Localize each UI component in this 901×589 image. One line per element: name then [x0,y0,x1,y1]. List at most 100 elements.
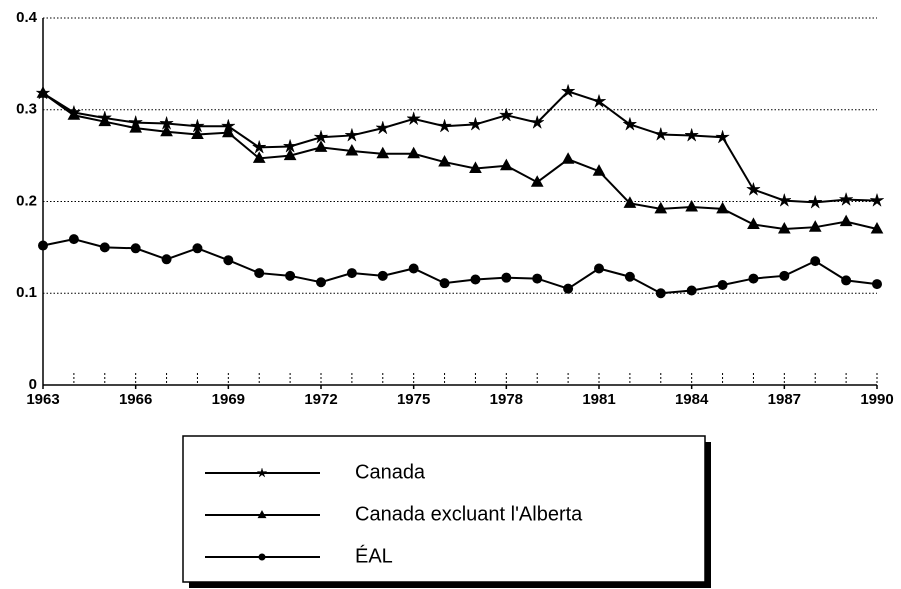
legend-label: ÉAL [355,544,393,567]
y-tick-label: 0.2 [16,192,37,209]
marker [160,124,173,137]
marker [254,268,265,279]
marker [283,148,297,161]
marker [67,108,81,120]
marker [808,220,822,232]
marker [377,270,388,281]
marker [529,114,545,130]
marker [747,217,760,229]
marker [686,285,697,296]
marker [653,126,669,141]
x-tick-label: 1972 [304,391,337,408]
marker [717,279,728,290]
marker [684,127,700,142]
marker [129,121,143,133]
marker [748,273,759,284]
marker [376,146,390,159]
marker [841,275,852,286]
legend-label: Canada [355,461,426,483]
series-line [42,90,878,204]
marker [870,221,884,234]
legend-marker [258,553,266,561]
marker [437,118,453,133]
marker [407,146,421,159]
series-line [42,92,878,231]
marker [439,278,450,289]
marker [501,272,512,283]
marker [252,151,266,163]
marker [655,288,666,299]
marker [191,127,204,140]
marker [592,164,606,176]
marker [221,125,235,138]
marker [560,83,576,98]
marker [869,192,885,207]
marker [192,243,203,254]
marker [561,152,575,164]
marker [408,263,419,274]
marker [745,181,761,196]
marker [316,277,326,288]
legend-marker [256,467,268,478]
y-tick-label: 0.4 [16,9,38,26]
marker [130,243,141,254]
marker [438,155,451,167]
marker [563,283,574,294]
marker [38,240,48,251]
marker [345,143,359,156]
marker [624,271,635,282]
x-tick-label: 1981 [582,391,615,408]
marker [715,129,731,144]
marker [469,161,482,173]
marker [285,270,296,281]
x-tick-label: 1984 [675,391,709,408]
marker [623,196,637,208]
marker [470,274,481,285]
marker [375,120,391,135]
marker [654,201,668,214]
series-line [42,238,878,295]
marker [872,279,882,290]
x-tick-label: 1990 [860,391,893,408]
legend-marker [257,510,267,519]
x-tick-label: 1978 [490,391,523,408]
x-tick-label: 1966 [119,391,152,408]
marker [594,263,604,274]
marker [530,175,544,187]
marker [839,214,853,227]
marker [807,194,823,209]
marker [838,191,854,206]
marker [99,242,110,253]
x-tick-label: 1975 [397,391,430,408]
marker [223,255,234,266]
marker [36,86,50,98]
marker [251,139,267,154]
marker [776,192,792,207]
marker [810,256,821,267]
marker [314,140,328,152]
marker [685,199,699,212]
marker [406,111,422,126]
x-tick-label: 1987 [768,391,801,408]
marker [161,254,172,265]
y-tick-label: 0.1 [16,284,37,301]
marker [532,273,543,284]
legend-label: Canada excluant l'Alberta [355,503,583,525]
y-tick-label: 0.3 [16,101,37,118]
x-tick-label: 1963 [26,391,59,408]
y-tick-label: 0 [29,376,37,393]
marker [98,114,112,127]
marker [313,129,329,144]
marker [777,221,791,234]
marker [716,201,729,214]
marker [591,93,607,108]
marker [779,270,790,281]
marker [467,116,483,131]
marker [498,107,514,122]
marker [68,234,79,245]
marker [346,268,357,279]
marker [622,116,638,131]
x-tick-label: 1969 [212,391,245,408]
marker [344,127,360,142]
